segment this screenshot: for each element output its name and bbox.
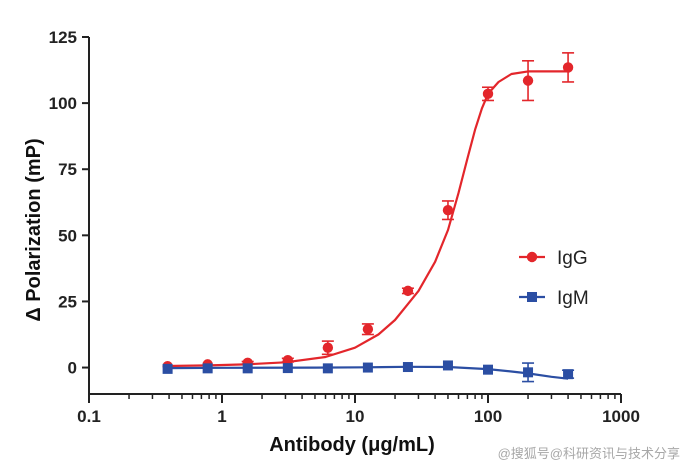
igm-point: [483, 364, 493, 375]
data-markers: [162, 62, 574, 380]
y-tick-label: 25: [58, 292, 77, 311]
igm-point: [442, 360, 453, 371]
igm-point: [322, 363, 333, 374]
x-tick-label: 1000: [602, 407, 640, 426]
legend-label: IgG: [557, 248, 588, 269]
igm-point: [282, 363, 293, 374]
y-tick-label: 75: [58, 160, 77, 179]
igg-point: [482, 88, 494, 100]
x-axis-title: Antibody (μg/mL): [269, 434, 435, 456]
igg-point: [522, 75, 534, 86]
igg-point: [442, 205, 454, 216]
igm-point: [162, 363, 173, 374]
igg-point: [562, 62, 574, 73]
igm-point: [242, 363, 253, 374]
y-tick-label: 50: [58, 226, 77, 245]
legend-label: IgM: [557, 288, 589, 309]
igg-fit-curve: [167, 70, 569, 368]
legend: IgG IgM: [519, 248, 589, 309]
igm-point: [402, 362, 413, 373]
y-tick-label: 0: [68, 359, 77, 378]
legend-marker-square: [527, 292, 537, 302]
igg-point: [322, 342, 334, 353]
x-tick-label: 1: [217, 407, 226, 426]
axes: 0 25 50 75 100 125 0.1 1 10 100 1000: [49, 28, 640, 426]
legend-marker-circle: [526, 251, 538, 263]
igm-point: [202, 363, 213, 374]
igm-point: [362, 362, 373, 373]
y-tick-label: 125: [49, 28, 77, 47]
igm-point: [523, 367, 534, 378]
igg-point: [282, 354, 294, 366]
igg-point: [402, 285, 414, 297]
x-tick-label: 0.1: [77, 407, 101, 426]
igg-point: [362, 324, 374, 335]
x-tick-label: 10: [346, 407, 365, 426]
y-axis-title: Δ Polarization (mP): [23, 138, 45, 321]
error-bars: [241, 52, 575, 383]
watermark-text: @搜狐号@科研资讯与技术分享: [498, 446, 680, 461]
x-tick-label: 100: [474, 407, 502, 426]
igm-point: [563, 369, 574, 380]
y-tick-label: 100: [49, 94, 77, 113]
